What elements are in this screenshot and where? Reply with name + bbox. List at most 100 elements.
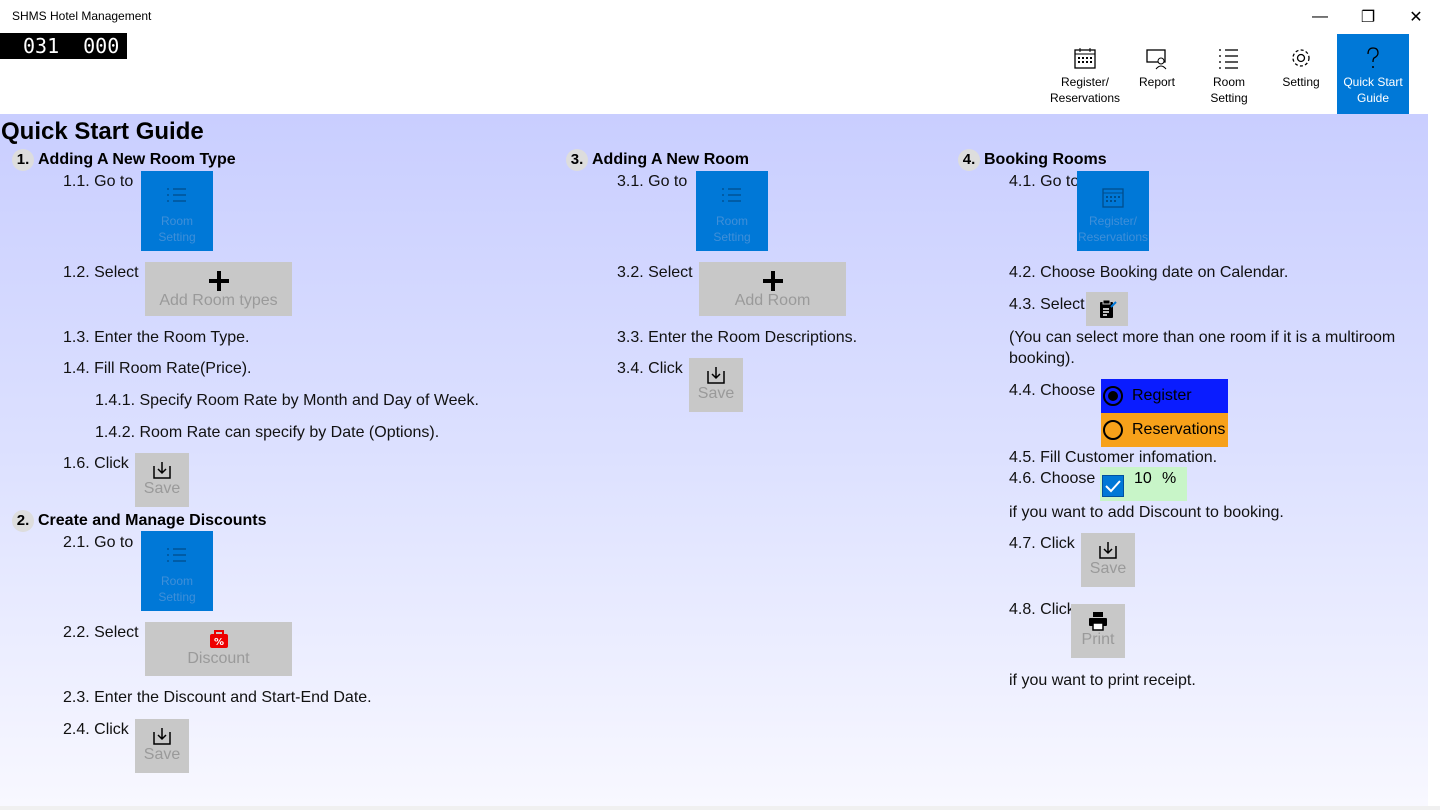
title-bar: SHMS Hotel Management — ❐ ✕ <box>0 0 1440 34</box>
gear-icon <box>1292 49 1310 67</box>
section-4-heading: 4. Booking Rooms <box>958 149 1107 171</box>
discount-icon: % <box>209 630 228 648</box>
save-button-sample: Save <box>1081 533 1135 587</box>
checkbox-checked-icon <box>1102 475 1124 497</box>
print-button-sample: Print <box>1071 604 1125 658</box>
room-setting-tile: Room Setting <box>696 171 768 251</box>
step-text: 4.7. Click <box>1009 535 1075 552</box>
discount-value: 10 <box>1134 470 1152 487</box>
discount-button-sample: % Discount <box>145 622 292 676</box>
step-text: 4.1. Go to <box>1009 173 1080 190</box>
step-text: 4.5. Fill Customer infomation. <box>1009 449 1218 466</box>
top-toolbar: Register/ Reservations Report Room Setti… <box>1049 34 1409 114</box>
guide-content: Quick Start Guide 1. Adding A New Room Ty… <box>0 114 1428 807</box>
step-text: if you want to add Discount to booking. <box>1009 504 1284 521</box>
section-number: 3. <box>566 149 588 171</box>
button-label: Save <box>697 385 735 402</box>
save-icon <box>1099 542 1117 559</box>
section-2-heading: 2. Create and Manage Discounts <box>12 510 267 532</box>
toolbar-report[interactable]: Report <box>1121 34 1193 114</box>
button-label: Save <box>143 746 181 763</box>
radio-label: Reservations <box>1132 421 1226 438</box>
button-label: Save <box>1089 560 1127 577</box>
toolbar-setting[interactable]: Setting <box>1265 34 1337 114</box>
percent-label: % <box>1162 470 1177 487</box>
button-label: Discount <box>187 650 250 667</box>
save-button-sample: Save <box>135 453 189 507</box>
step-text: 3.3. Enter the Room Descriptions. <box>617 329 858 346</box>
toolbar-label: Room <box>1212 75 1245 89</box>
save-icon <box>153 728 171 745</box>
save-button-sample: Save <box>689 358 743 412</box>
step-text: 4.2. Choose Booking date on Calendar. <box>1009 264 1289 281</box>
tile-label: Room <box>715 214 748 228</box>
step-text: 1.1. Go to <box>63 173 134 190</box>
step-text: 1.4.2. Room Rate can specify by Date (Op… <box>95 424 440 441</box>
tile-label: Room <box>160 574 193 588</box>
list-icon <box>167 188 186 202</box>
minimize-button[interactable]: — <box>1312 8 1328 25</box>
button-label: Add Room <box>734 292 811 309</box>
toolbar-label: Guide <box>1356 91 1390 105</box>
toolbar-register-reservations[interactable]: Register/ Reservations <box>1049 34 1121 114</box>
clipboard-icon <box>1100 299 1117 318</box>
select-room-button-sample <box>1086 292 1128 326</box>
discount-checkbox-sample: 10 % <box>1100 467 1187 501</box>
section-number: 1. <box>12 149 34 171</box>
step-text: 3.4. Click <box>617 360 683 377</box>
section-title: Adding A New Room Type <box>38 151 236 168</box>
save-button-sample: Save <box>135 719 189 773</box>
step-text: (You can select more than one room if it… <box>1009 329 1396 346</box>
app-title: SHMS Hotel Management <box>12 9 152 23</box>
counter-left: 031 <box>23 34 60 58</box>
save-icon <box>707 367 725 384</box>
toolbar-label: Quick Start <box>1343 75 1403 89</box>
section-number: 4. <box>958 149 980 171</box>
close-button[interactable]: ✕ <box>1409 9 1423 26</box>
tile-label: Setting <box>158 230 196 244</box>
plus-icon <box>208 271 229 291</box>
toolbar-room-setting[interactable]: Room Setting <box>1193 34 1265 114</box>
register-radio-sample: Register <box>1101 379 1228 413</box>
step-text: 4.4. Choose <box>1009 382 1096 399</box>
page-title: Quick Start Guide <box>1 118 204 145</box>
register-reservations-tile: Register/ Reservations <box>1077 171 1149 251</box>
tile-label: Register/ <box>1088 214 1138 228</box>
vertical-scrollbar[interactable] <box>1428 114 1440 807</box>
printer-icon <box>1089 612 1107 631</box>
button-label: Save <box>143 480 181 497</box>
room-setting-tile: Room Setting <box>141 531 213 611</box>
button-label: Add Room types <box>159 292 278 309</box>
step-text: 2.1. Go to <box>63 534 134 551</box>
radio-empty-icon <box>1103 420 1123 440</box>
step-text: 3.2. Select <box>617 264 693 281</box>
step-text: 3.1. Go to <box>617 173 688 190</box>
step-text: 4.3. Select <box>1009 296 1085 313</box>
plus-icon <box>762 271 783 291</box>
radio-label: Register <box>1132 387 1192 404</box>
step-text: 1.3. Enter the Room Type. <box>63 329 250 346</box>
add-room-types-button: Add Room types <box>145 262 292 316</box>
section-number: 2. <box>12 510 34 532</box>
restore-button[interactable]: ❐ <box>1360 9 1376 26</box>
room-setting-tile: Room Setting <box>141 171 213 251</box>
radio-selected-icon <box>1103 386 1123 406</box>
list-icon <box>167 548 186 562</box>
counter-right: 000 <box>83 34 120 58</box>
toolbar-label: Report <box>1138 75 1176 89</box>
step-text: 1.4.1. Specify Room Rate by Month and Da… <box>95 392 479 409</box>
tile-label: Room <box>160 214 193 228</box>
list-icon <box>722 188 741 202</box>
step-text: 2.4. Click <box>63 721 129 738</box>
button-label: Print <box>1081 631 1115 648</box>
section-3-heading: 3. Adding A New Room <box>566 149 749 171</box>
step-text: 2.2. Select <box>63 624 139 641</box>
step-text: 2.3. Enter the Discount and Start-End Da… <box>63 689 372 706</box>
calendar-icon <box>1074 48 1096 69</box>
step-text: 1.4. Fill Room Rate(Price). <box>63 360 252 377</box>
question-icon <box>1367 47 1379 68</box>
step-text: 4.6. Choose <box>1009 470 1096 487</box>
list-icon <box>1219 49 1238 69</box>
toolbar-quick-start-guide[interactable]: Quick Start Guide <box>1337 34 1409 114</box>
section-title: Booking Rooms <box>984 151 1107 168</box>
